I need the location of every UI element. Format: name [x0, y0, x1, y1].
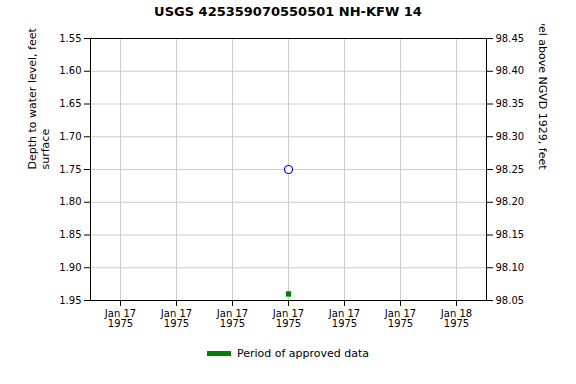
svg-text:Jan 171975: Jan 171975	[104, 308, 136, 329]
svg-text:1.85: 1.85	[59, 229, 81, 240]
svg-text:1.55: 1.55	[59, 33, 81, 44]
svg-text:98.05: 98.05	[496, 295, 525, 306]
svg-text:98.15: 98.15	[496, 229, 525, 240]
svg-text:98.20: 98.20	[496, 196, 525, 207]
svg-text:Jan 181975: Jan 181975	[440, 308, 472, 329]
svg-text:98.30: 98.30	[496, 131, 525, 142]
svg-text:98.25: 98.25	[496, 164, 525, 175]
svg-text:1.75: 1.75	[59, 164, 81, 175]
svg-text:98.45: 98.45	[496, 33, 525, 44]
svg-text:Jan 171975: Jan 171975	[216, 308, 248, 329]
svg-text:Groundwater level above NGVD 1: Groundwater level above NGVD 1929, feet	[536, 24, 549, 170]
svg-text:98.35: 98.35	[496, 98, 525, 109]
svg-text:Jan 171975: Jan 171975	[328, 308, 360, 329]
svg-text:98.40: 98.40	[496, 65, 525, 76]
svg-text:Jan 171975: Jan 171975	[384, 308, 416, 329]
svg-text:98.10: 98.10	[496, 262, 525, 273]
svg-text:1.60: 1.60	[59, 65, 81, 76]
svg-text:1.65: 1.65	[59, 98, 81, 109]
svg-text:1.80: 1.80	[59, 196, 81, 207]
svg-text:Jan 171975: Jan 171975	[272, 308, 304, 329]
svg-text:1.90: 1.90	[59, 262, 81, 273]
svg-text:Jan 171975: Jan 171975	[160, 308, 192, 329]
html-text:USGS 425359070550501 NH-KFW 14: USGS 425359070550501 NH-KFW 14	[154, 4, 422, 19]
svg-text:Depth to water level, feet bel: Depth to water level, feet below landsur…	[26, 24, 52, 170]
svg-text:1.70: 1.70	[59, 131, 81, 142]
svg-text:1.95: 1.95	[59, 295, 81, 306]
html-text:Period of approved data: Period of approved data	[236, 346, 370, 360]
